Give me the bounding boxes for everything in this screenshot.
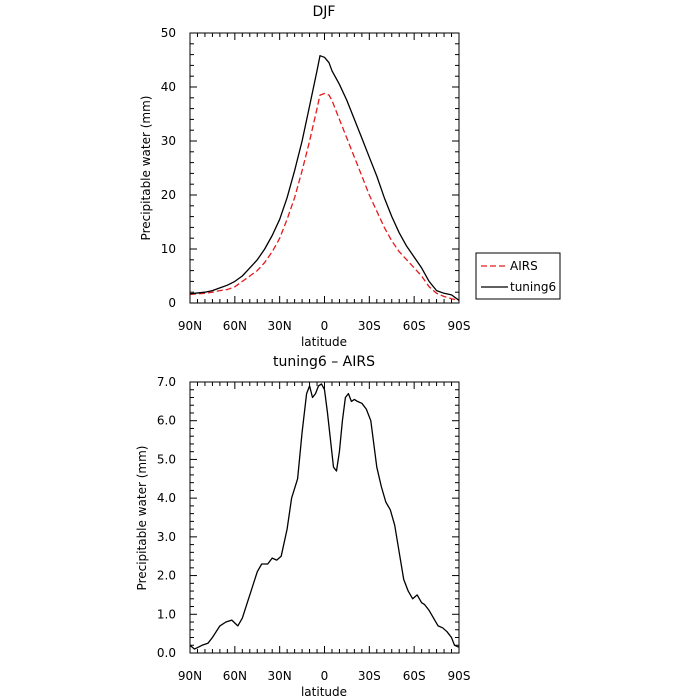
djf-panel: DJF 90N 60N 30N 0 30S 60S 90S 0 10 20 30 40 50 lati… — [139, 4, 561, 349]
series-line-difference — [189, 383, 460, 650]
y-tick-label: 7.0 — [157, 375, 176, 389]
x-tick-label: 90N — [178, 319, 202, 333]
panel-title: tuning6 – AIRS — [273, 354, 375, 370]
y-tick-label: 6.0 — [157, 414, 176, 428]
x-tick-label: 60N — [223, 669, 247, 683]
series-group — [189, 383, 460, 650]
x-ticks: 90N 60N 30N 0 30S 60S 90S — [178, 33, 471, 333]
y-tick-label: 4.0 — [157, 491, 176, 505]
x-axis-label: latitude — [301, 685, 347, 699]
x-tick-label: 0 — [321, 669, 329, 683]
x-tick-label: 90S — [448, 319, 471, 333]
series-line-airs — [189, 92, 460, 301]
y-tick-label: 3.0 — [157, 530, 176, 544]
difference-panel: tuning6 – AIRS 90N 60N 30N 0 30S 60S 90S 0.0 1.… — [135, 354, 470, 699]
x-axis-label: latitude — [301, 335, 347, 349]
series-line-tuning6 — [189, 55, 460, 301]
y-tick-label: 0 — [168, 296, 176, 310]
x-tick-label: 30N — [268, 669, 292, 683]
x-tick-label: 60S — [403, 319, 426, 333]
y-tick-label: 1.0 — [157, 607, 176, 621]
y-axis-label: Precipitable water (mm) — [135, 446, 149, 591]
x-tick-label: 30N — [268, 319, 292, 333]
y-tick-label: 50 — [161, 26, 176, 40]
y-ticks: 0.0 1.0 2.0 3.0 4.0 5.0 6.0 7.0 — [157, 375, 459, 660]
legend-box — [475, 252, 561, 300]
plot-frame — [189, 381, 460, 654]
legend-label-tuning6: tuning6 — [510, 280, 556, 294]
x-ticks: 90N 60N 30N 0 30S 60S 90S — [178, 382, 471, 683]
y-tick-label: 5.0 — [157, 452, 176, 466]
y-axis-label: Precipitable water (mm) — [139, 96, 153, 241]
y-tick-label: 0.0 — [157, 646, 176, 660]
panel-title: DJF — [313, 4, 336, 20]
x-tick-label: 30S — [358, 669, 381, 683]
y-tick-label: 30 — [161, 134, 176, 148]
legend-label-airs: AIRS — [510, 259, 538, 273]
y-tick-label: 2.0 — [157, 569, 176, 583]
x-tick-label: 30S — [358, 319, 381, 333]
y-tick-label: 40 — [161, 80, 176, 94]
series-group — [189, 55, 460, 301]
y-tick-label: 20 — [161, 188, 176, 202]
x-tick-label: 60S — [403, 669, 426, 683]
x-tick-label: 0 — [321, 319, 329, 333]
legend: AIRS tuning6 — [475, 252, 561, 300]
y-ticks: 0 10 20 30 40 50 — [161, 26, 459, 310]
x-tick-label: 90N — [178, 669, 202, 683]
y-tick-label: 10 — [161, 242, 176, 256]
x-tick-label: 90S — [448, 669, 471, 683]
x-tick-label: 60N — [223, 319, 247, 333]
